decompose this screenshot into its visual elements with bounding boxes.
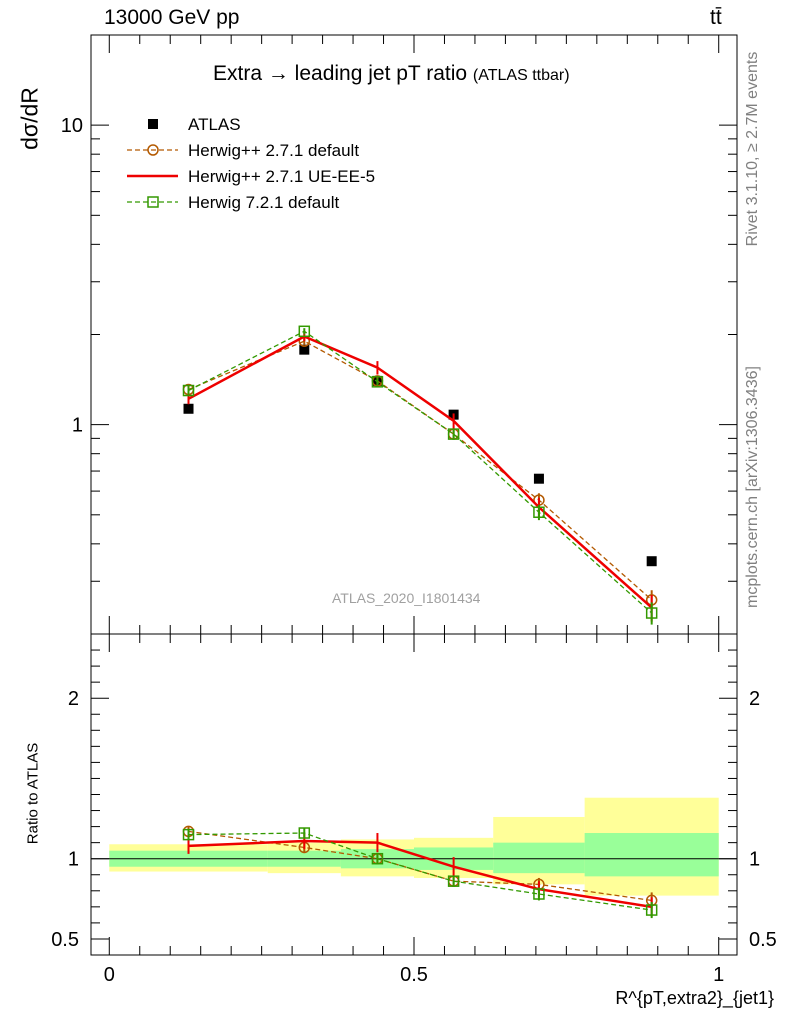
- ratio-data-point: [645, 904, 658, 916]
- main-data-point: [646, 556, 657, 567]
- ratio-y-tick-label-right: 0.5: [749, 929, 777, 951]
- ratio-band-green: [493, 842, 585, 874]
- ratio-series-2: [182, 827, 658, 919]
- chart-title-suffix: (ATLAS ttbar): [472, 67, 570, 84]
- legend: ATLAS Herwig++ 2.7.1 default Herwig++ 2.7.…: [127, 115, 375, 212]
- ratio-data-point: [533, 888, 545, 900]
- legend-label: Herwig++ 2.7.1 UE-EE-5: [188, 167, 375, 186]
- main-data-point: [533, 473, 544, 484]
- main-data-point: [183, 403, 194, 414]
- ratio-data-point: [371, 852, 384, 865]
- ratio-data-point: [298, 827, 311, 839]
- ratio-panel-frame: [90, 633, 738, 956]
- ratio-y-tick-label-left: 1: [68, 849, 79, 871]
- ratio-uncertainty-bands: [109, 797, 719, 896]
- ratio-y-tick-label-right: 2: [749, 688, 760, 710]
- ratio-data-point: [182, 828, 195, 841]
- ratio-series-line: [188, 839, 652, 909]
- ratio-series-line: [188, 832, 652, 911]
- ratio-y-tick-label-left: 0.5: [51, 929, 79, 951]
- main-series-0: [183, 344, 657, 567]
- main-series-3: [182, 325, 658, 625]
- ratio-series-line: [188, 830, 652, 902]
- chart-title: Extra → leading jet pT ratio (ATLAS ttba…: [213, 62, 570, 86]
- ratio-ylabel: Ratio to ATLAS: [24, 742, 42, 845]
- main-data-point: [533, 506, 545, 518]
- watermark: ATLAS_2020_I1801434: [332, 590, 481, 606]
- legend-entry: Herwig++ 2.7.1 default: [127, 141, 359, 160]
- legend-label: ATLAS: [188, 115, 241, 134]
- ratio-y-tick-label-left: 2: [68, 688, 79, 710]
- main-data-point: [182, 384, 195, 397]
- main-series-1: [182, 335, 658, 611]
- main-y-tick-label: 10: [61, 115, 83, 137]
- main-data-point: [299, 344, 310, 355]
- main-data-point: [447, 428, 460, 440]
- x-tick-label: 0.5: [400, 964, 428, 986]
- main-data-point: [645, 607, 658, 619]
- process-label: tt̄: [710, 6, 722, 29]
- main-series-line: [188, 340, 653, 601]
- rivet-version-label: Rivet 3.1.10, ≥ 2.7M events: [744, 51, 761, 247]
- legend-label: Herwig 7.2.1 default: [188, 193, 339, 212]
- x-tick-label: 0: [104, 964, 115, 986]
- main-ylabel: dσ/dR: [16, 87, 43, 150]
- legend-label: Herwig++ 2.7.1 default: [188, 141, 359, 160]
- ratio-series-layer: [182, 825, 658, 919]
- mcplots-label: mcplots.cern.ch [arXiv:1306.3436]: [744, 366, 761, 608]
- legend-entry: Herwig 7.2.1 default: [127, 193, 339, 212]
- ratio-data-point: [447, 875, 460, 887]
- legend-marker: [148, 119, 158, 129]
- x-tick-label: 1: [713, 964, 724, 986]
- main-series-layer: [182, 325, 658, 625]
- x-axis-label: R^{pT,extra2}_{jet1}: [615, 988, 774, 1008]
- main-series-line: [187, 335, 653, 609]
- main-data-point: [371, 376, 384, 388]
- energy-label: 13000 GeV pp: [104, 6, 240, 29]
- main-series-2: [187, 331, 653, 622]
- chart-title-main: Extra → leading jet pT ratio: [213, 62, 468, 85]
- main-data-point: [298, 325, 311, 338]
- main-y-tick-label: 1: [72, 415, 83, 437]
- ratio-y-tick-label-right: 1: [749, 849, 760, 871]
- ratio-band-green: [584, 833, 719, 877]
- axis-ticks: 1 10 0.5 0.5 1 1 2 2 0 0.5 1: [51, 34, 777, 986]
- legend-marker: [147, 144, 159, 156]
- legend-entry: Herwig++ 2.7.1 UE-EE-5: [127, 167, 375, 186]
- main-series-line: [188, 330, 653, 614]
- legend-marker: [147, 196, 159, 208]
- legend-entry: ATLAS: [148, 115, 241, 134]
